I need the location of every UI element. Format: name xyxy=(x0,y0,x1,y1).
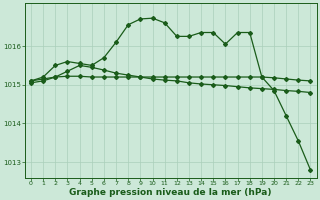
X-axis label: Graphe pression niveau de la mer (hPa): Graphe pression niveau de la mer (hPa) xyxy=(69,188,272,197)
